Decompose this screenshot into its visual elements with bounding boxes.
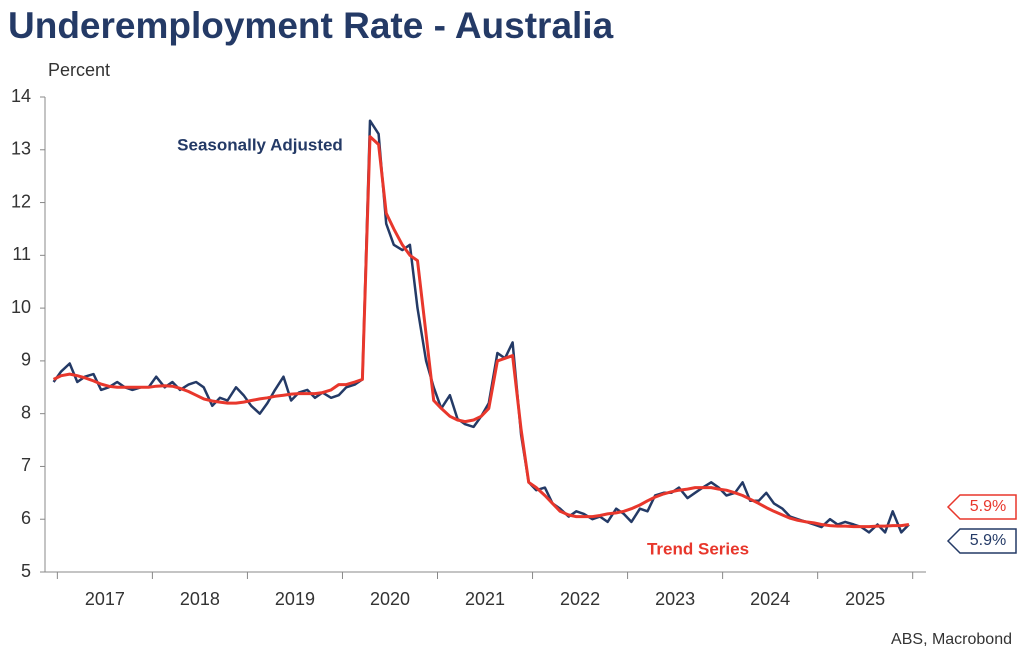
x-tick-label: 2021 bbox=[465, 589, 505, 609]
y-tick-label: 8 bbox=[21, 402, 31, 422]
series-line bbox=[52, 135, 910, 529]
x-tick-label: 2025 bbox=[845, 589, 885, 609]
x-tick-label: 2019 bbox=[275, 589, 315, 609]
end-label-box bbox=[946, 528, 1017, 554]
y-tick-label: 11 bbox=[12, 244, 31, 264]
y-tick-label: 7 bbox=[21, 455, 31, 475]
x-tick-label: 2023 bbox=[655, 589, 695, 609]
x-tick-label: 2020 bbox=[370, 589, 410, 609]
y-tick-label: 9 bbox=[21, 350, 31, 370]
y-axis-label: Percent bbox=[48, 60, 110, 80]
series-annotation: Trend Series bbox=[647, 539, 749, 558]
x-tick-label: 2017 bbox=[85, 589, 125, 609]
y-tick-label: 12 bbox=[11, 191, 31, 211]
x-tick-label: 2022 bbox=[560, 589, 600, 609]
x-tick-label: 2024 bbox=[750, 589, 790, 609]
chart-title: Underemployment Rate - Australia bbox=[8, 5, 614, 46]
y-tick-label: 5 bbox=[21, 561, 31, 581]
x-tick-label: 2018 bbox=[180, 589, 220, 609]
end-label-box bbox=[946, 494, 1017, 520]
series-line bbox=[52, 119, 910, 534]
y-tick-label: 13 bbox=[11, 139, 31, 159]
y-tick-label: 10 bbox=[11, 297, 31, 317]
series-annotation: Seasonally Adjusted bbox=[177, 135, 343, 154]
end-label: 5.9% bbox=[970, 498, 1006, 515]
end-label: 5.9% bbox=[970, 532, 1006, 549]
y-tick-label: 14 bbox=[11, 86, 31, 106]
y-tick-label: 6 bbox=[21, 508, 31, 528]
source-note: ABS, Macrobond bbox=[891, 631, 1012, 648]
